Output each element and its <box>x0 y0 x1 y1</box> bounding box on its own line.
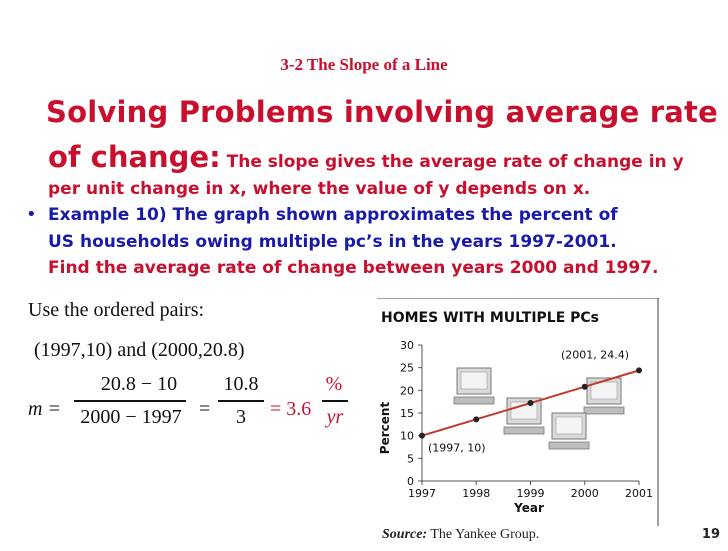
chart-source: Source: The Yankee Group. <box>382 527 539 543</box>
y-tick-label: 15 <box>400 407 414 420</box>
data-point <box>527 400 534 407</box>
computer-base-icon <box>548 441 590 450</box>
heading-line-2-big: of change: <box>48 140 221 174</box>
data-point <box>473 416 480 423</box>
equals-result: = 3.6 <box>270 398 311 421</box>
y-tick-label: 25 <box>400 362 414 375</box>
example-line-1: Example 10) The graph shown approximates… <box>48 205 618 225</box>
y-axis-label: Percent <box>378 402 392 455</box>
y-tick-label: 20 <box>400 384 414 397</box>
result-value: = 3.6 <box>270 398 312 420</box>
ordered-pairs-text: (1997,10) and (2000,20.8) <box>34 339 245 361</box>
computer-illustrations <box>453 367 625 450</box>
data-point <box>419 432 425 439</box>
source-label: Source: <box>382 527 428 542</box>
slide-title: 3-2 The Slope of a Line <box>280 55 448 74</box>
computer-screen-icon <box>555 416 583 435</box>
fraction-1-denominator: 2000 − 1997 <box>80 406 182 428</box>
data-point <box>581 383 588 390</box>
computer-screen-icon <box>460 371 488 390</box>
heading-line-2-small: The slope gives the average rate of chan… <box>220 152 684 172</box>
unit-bar <box>322 400 348 402</box>
data-point <box>636 367 642 374</box>
page-number: 19 <box>701 527 720 542</box>
chart-title: HOMES WITH MULTIPLE PCs <box>381 310 599 326</box>
heading-line-3: per unit change in x, where the value of… <box>48 179 591 199</box>
equation-lhs: m = <box>28 398 61 420</box>
use-pairs-text: Use the ordered pairs: <box>28 299 205 321</box>
y-tick-label: 0 <box>407 475 414 488</box>
fraction-2-numerator: 10.8 <box>223 373 259 395</box>
x-tick-label: 1997 <box>408 487 436 500</box>
y-tick-label: 30 <box>400 339 414 352</box>
source-text: The Yankee Group. <box>430 527 540 542</box>
x-tick-label: 1998 <box>462 487 490 500</box>
computer-base-icon <box>583 406 625 415</box>
heading-line-1: Solving Problems involving average rate <box>46 95 718 129</box>
x-tick-label: 1999 <box>517 487 545 500</box>
equals-sign-2: = <box>199 398 211 420</box>
y-tick-label: 5 <box>407 452 414 465</box>
annotation-start: (1997, 10) <box>428 442 486 455</box>
x-tick-label: 2000 <box>571 487 599 500</box>
x-axis-label: Year <box>513 501 544 515</box>
y-tick-label: 10 <box>400 430 414 443</box>
example-line-3: Find the average rate of change between … <box>48 258 659 278</box>
annotation-end: (2001, 24.4) <box>561 348 629 361</box>
fraction-2-denominator: 3 <box>236 406 246 428</box>
heading-line-2: of change: The slope gives the average r… <box>48 140 684 174</box>
example-line-2: US households owing multiple pc’s in the… <box>48 232 617 252</box>
chart-svg: HOMES WITH MULTIPLE PCs 0 5 10 15 20 25 30 199… <box>377 297 659 526</box>
computer-base-icon <box>503 426 545 435</box>
x-tick-label: 2001 <box>625 487 653 500</box>
unit-numerator: % <box>325 373 343 395</box>
fraction-1-bar <box>74 400 186 402</box>
fraction-2-bar <box>218 400 264 402</box>
computer-base-icon <box>453 396 495 405</box>
fraction-1-numerator: 20.8 − 10 <box>100 373 178 395</box>
computer-screen-icon <box>590 381 618 400</box>
unit-denominator: yr <box>326 406 344 428</box>
bullet-marker: • <box>26 204 37 225</box>
homes-pcs-chart: HOMES WITH MULTIPLE PCs 0 5 10 15 20 25 30 199… <box>377 297 659 546</box>
